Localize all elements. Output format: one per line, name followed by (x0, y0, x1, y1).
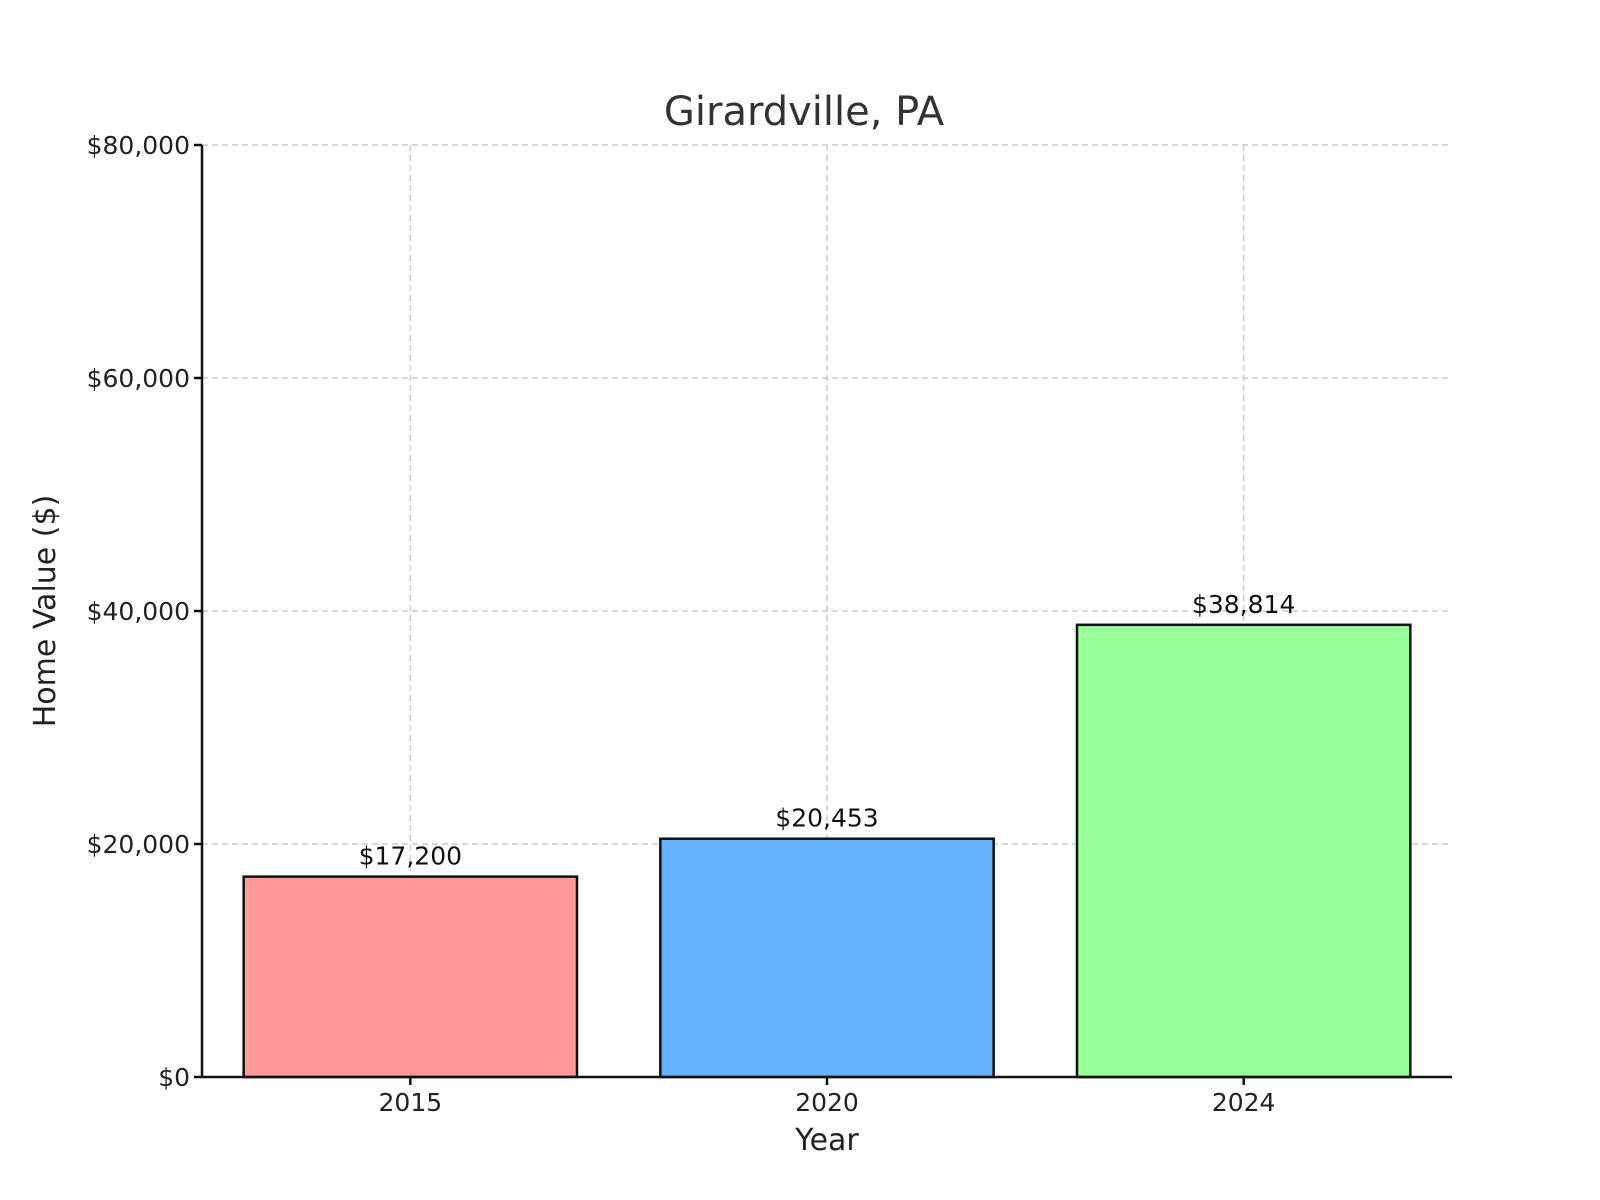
x-tick-label-2024: 2024 (1212, 1088, 1276, 1117)
y-axis-label: Home Value ($) (28, 495, 63, 728)
value-label-2024: $38,814 (1192, 590, 1295, 619)
value-label-2020: $20,453 (775, 804, 878, 833)
bar-2020 (659, 837, 995, 1079)
y-tick-label: $20,000 (87, 830, 190, 859)
value-label-2015: $17,200 (359, 842, 462, 871)
x-axis-label: Year (794, 1123, 859, 1158)
y-tick-label: $40,000 (87, 597, 190, 626)
bar-2024 (1075, 623, 1412, 1079)
bar-2015 (242, 875, 579, 1079)
bars (242, 623, 1412, 1079)
x-tick-labels: 2015 2020 2024 (379, 1077, 1276, 1117)
value-labels: $17,200 $20,453 $38,814 (359, 590, 1296, 871)
chart-title: Girardville, PA (664, 89, 945, 135)
y-tick-labels: $0 $20,000 $40,000 $60,000 $80,000 (87, 131, 202, 1092)
y-tick-label: $80,000 (87, 131, 190, 160)
y-tick-label: $0 (158, 1063, 190, 1092)
x-tick-label-2020: 2020 (795, 1088, 859, 1117)
x-tick-label-2015: 2015 (379, 1088, 443, 1117)
y-tick-label: $60,000 (87, 364, 190, 393)
